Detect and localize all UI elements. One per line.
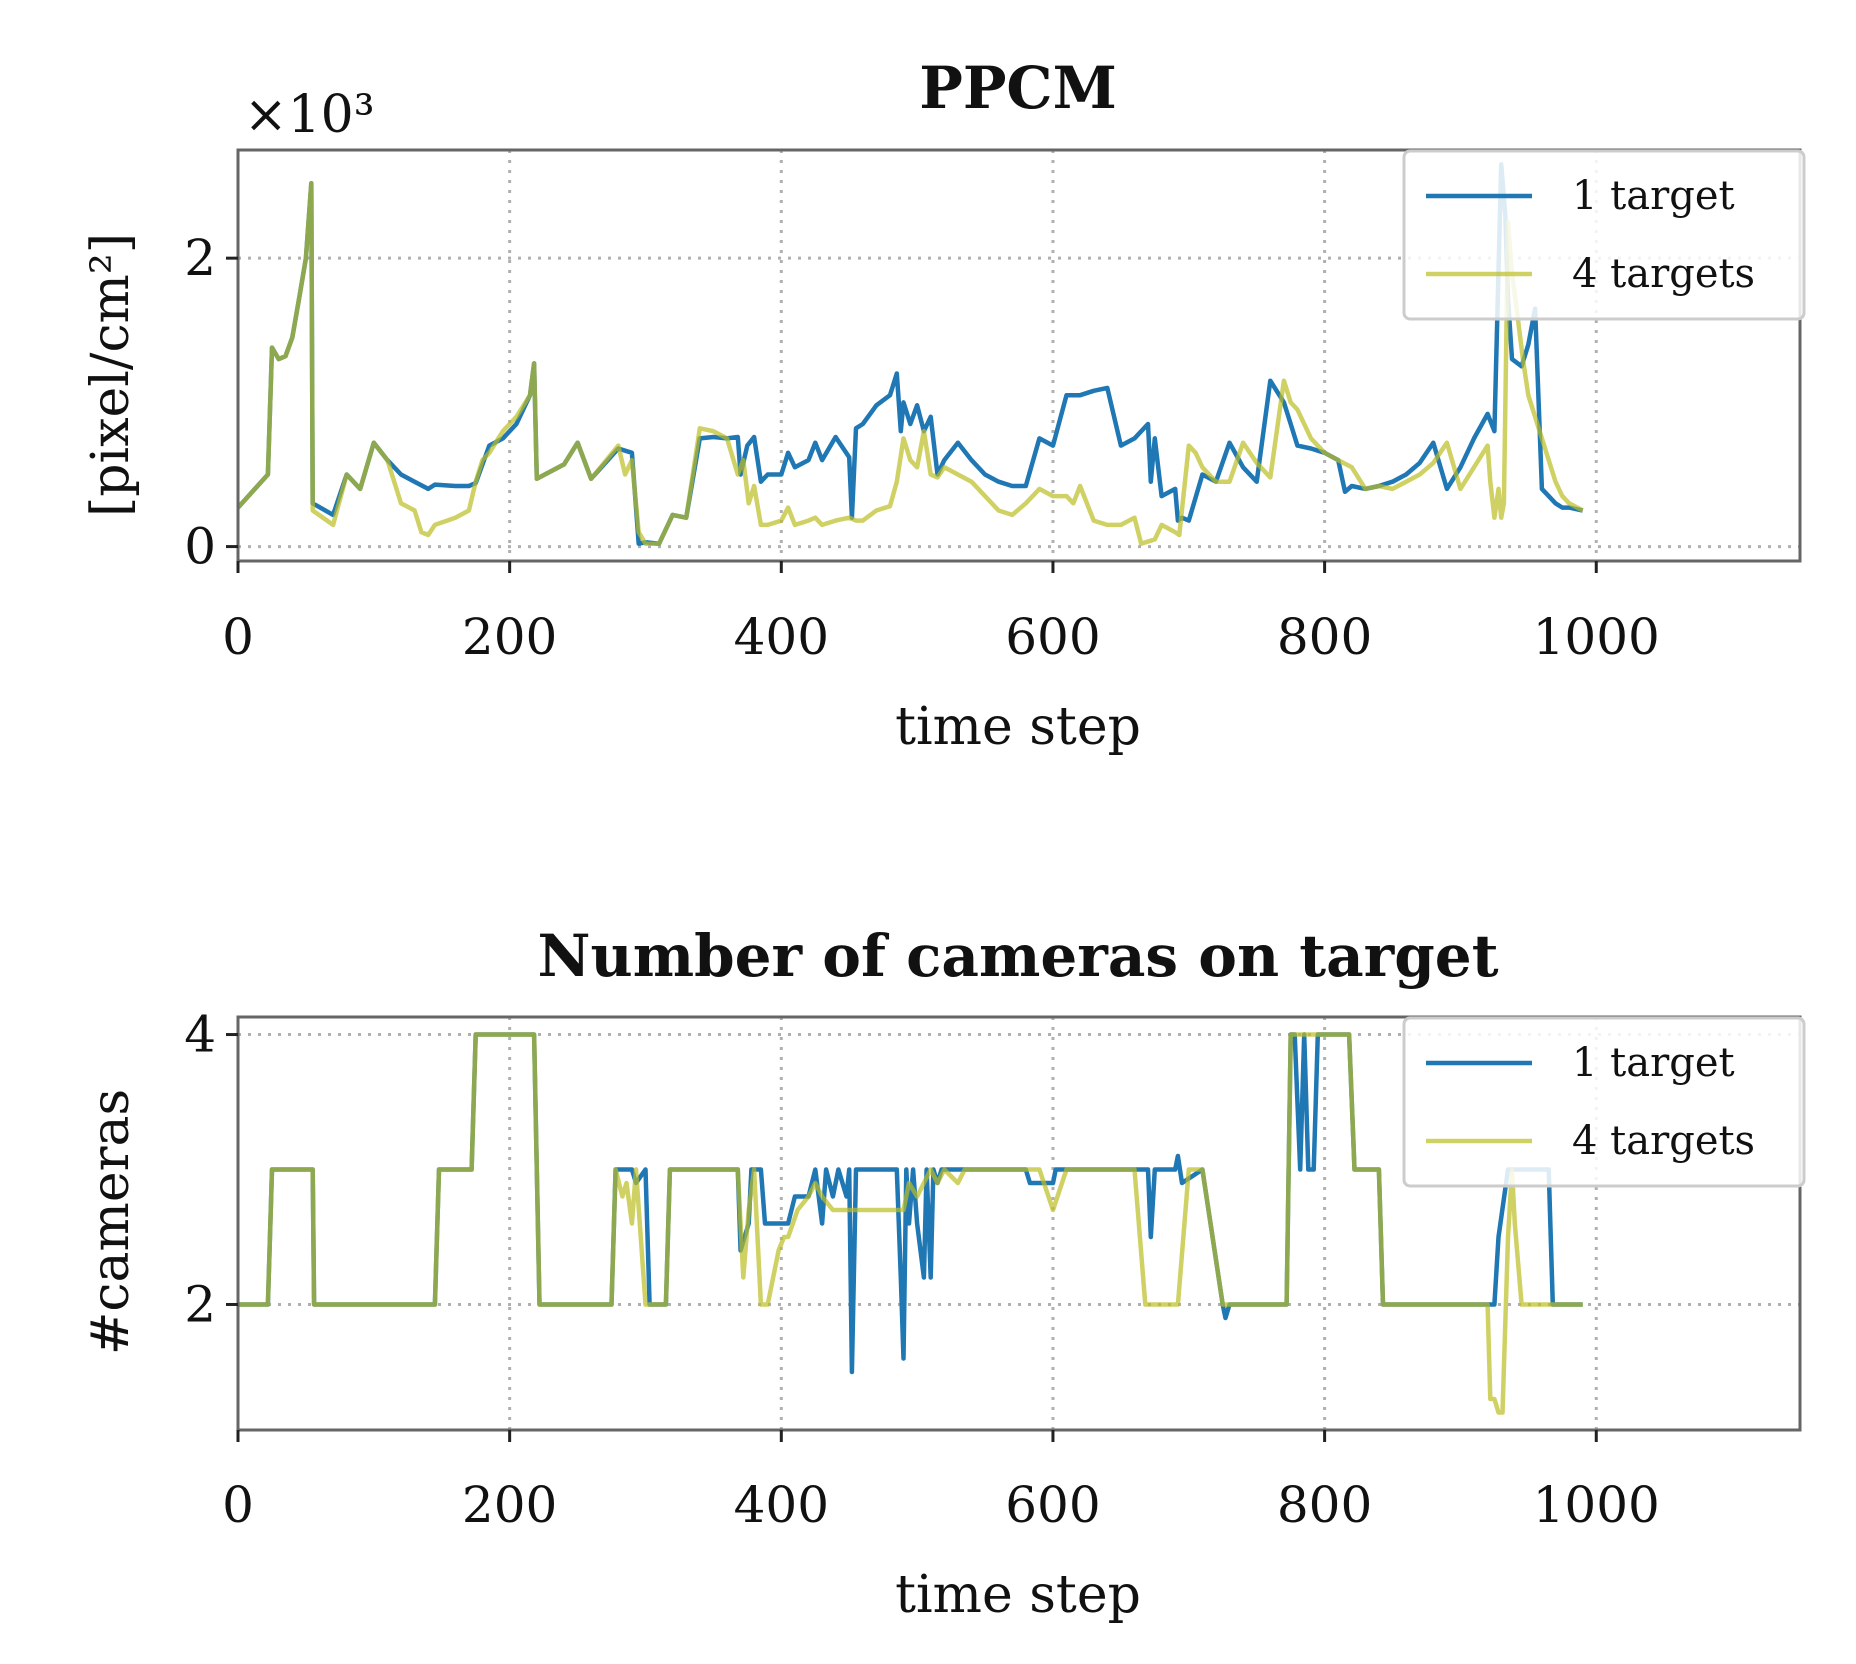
ppcm-legend: 1 target 4 targets [1402,149,1806,321]
cameras-title: Number of cameras on target [538,922,1499,990]
ppcm-y-tick-label: 2 [184,229,216,287]
cameras-series-line-1 [238,1032,1583,1375]
cameras-plot-frame [236,1015,1802,1432]
ppcm-plot-frame [236,148,1802,563]
cameras-y-tick-label: 4 [184,1006,216,1064]
cameras-y-axis-label: #cameras [81,1089,141,1355]
cameras-legend-label-2: 4 targets [1572,1118,1755,1164]
ppcm-x-tick-label: 600 [1005,608,1100,666]
ppcm-legend-label-2: 4 targets [1572,251,1755,297]
ppcm-legend-box [1402,149,1806,321]
ppcm-y-axis-label: [pixel/cm²] [81,233,141,517]
cameras-x-tick-label: 400 [734,1476,829,1534]
ppcm-x-axis-label: time step [895,697,1141,757]
cameras-legend-label-1: 1 target [1572,1040,1735,1086]
cameras-legend: 1 target 4 targets [1402,1016,1806,1188]
ppcm-x-tick-label: 200 [462,608,557,666]
cameras-x-tick-label: 600 [1005,1476,1100,1534]
ppcm-legend-label-1: 1 target [1572,173,1735,219]
ppcm-x-tick-label: 1000 [1533,608,1660,666]
ppcm-x-tick-label: 400 [734,608,829,666]
ppcm-y-tick-label: 0 [184,518,216,576]
ppcm-x-tick-label: 0 [222,608,254,666]
cameras-x-tick-label: 1000 [1533,1476,1660,1534]
cameras-x-tick-label: 200 [462,1476,557,1534]
cameras-x-tick-label: 800 [1277,1476,1372,1534]
ppcm-series-line-2 [236,180,1584,546]
cameras-x-tick-label: 0 [222,1476,254,1534]
cameras-y-tick-label: 2 [184,1275,216,1333]
cameras-legend-box [1402,1016,1806,1188]
cameras-series-line-2 [238,1032,1583,1415]
ppcm-multiplier: ×10³ [244,85,375,145]
ppcm-x-tick-label: 800 [1277,608,1372,666]
cameras-x-axis-label: time step [895,1565,1141,1625]
ppcm-title: PPCM [919,54,1117,122]
cameras-panel: Number of cameras on target 0 200 400 600 80… [81,922,1806,1625]
